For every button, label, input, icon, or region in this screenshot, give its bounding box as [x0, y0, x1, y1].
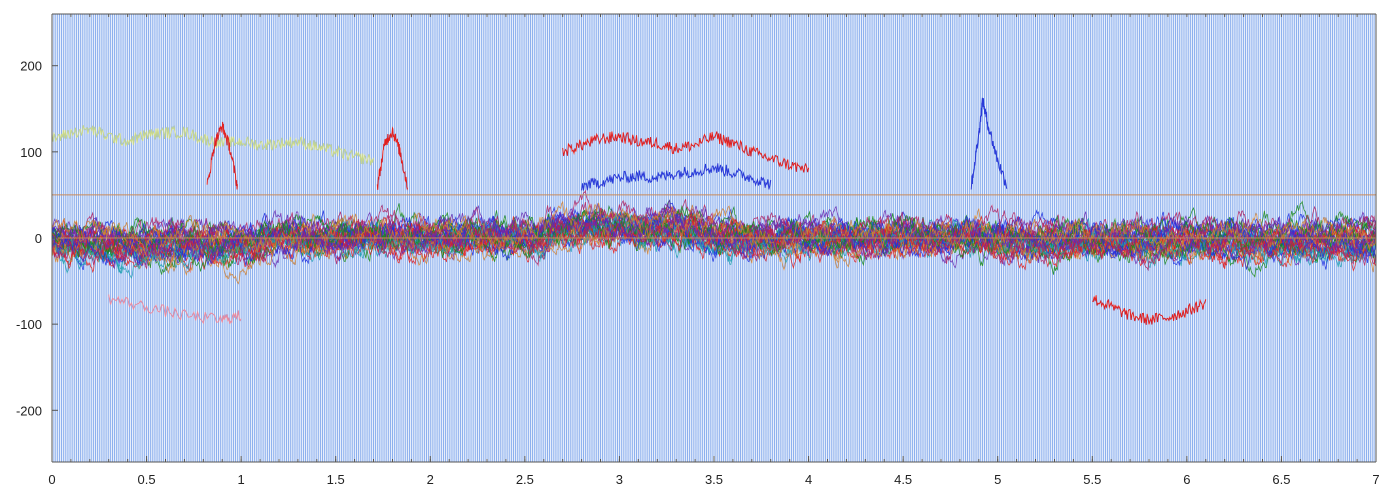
series-layer: [52, 97, 1207, 325]
reference-lines: [52, 194, 1376, 239]
x-tick-label: 6: [1183, 472, 1190, 487]
x-tick-label: 4.5: [894, 472, 912, 487]
x-tick-label: 7: [1372, 472, 1379, 487]
series-line-0: [52, 124, 374, 166]
x-tick-label: 5: [994, 472, 1001, 487]
series-line-2: [581, 163, 772, 191]
series-line-5: [970, 97, 1008, 190]
x-tick-label: 3.5: [705, 472, 723, 487]
axes: 0 0.5 1 1.5 2 2.5 3 3.5 4 4.5 5 5.5 6 6.5 7 200 100 0 -100…: [16, 13, 1380, 487]
x-tick-label: 2.5: [516, 472, 534, 487]
noise-trace: [52, 213, 1376, 271]
noise-trace: [52, 216, 1376, 278]
series-line-3: [206, 121, 238, 190]
noise-trace: [52, 211, 1376, 272]
noise-trace: [52, 212, 1376, 259]
series-line-6: [1092, 295, 1207, 325]
x-tick-label: 1: [238, 472, 245, 487]
noise-band: [52, 189, 1376, 285]
y-tick-label: 100: [20, 145, 42, 160]
x-tick-label: 6.5: [1272, 472, 1290, 487]
x-tick-label: 4: [805, 472, 812, 487]
series-line-4: [376, 126, 409, 191]
noise-trace: [52, 200, 1376, 259]
x-tick-label: 2: [427, 472, 434, 487]
y-tick-label: -100: [16, 317, 42, 332]
x-tick-label: 3: [616, 472, 623, 487]
x-tick-label: 0.5: [138, 472, 156, 487]
x-tick-label: 0: [48, 472, 55, 487]
noise-trace: [52, 205, 1376, 261]
y-tick-label: -200: [16, 403, 42, 418]
y-tick-label: 0: [35, 231, 42, 246]
y-tick-label: 200: [20, 59, 42, 74]
noise-trace: [52, 212, 1376, 265]
x-tick-label: 1.5: [327, 472, 345, 487]
series-line-1: [562, 131, 810, 173]
x-tick-label: 5.5: [1083, 472, 1101, 487]
series-line-7: [108, 294, 242, 325]
